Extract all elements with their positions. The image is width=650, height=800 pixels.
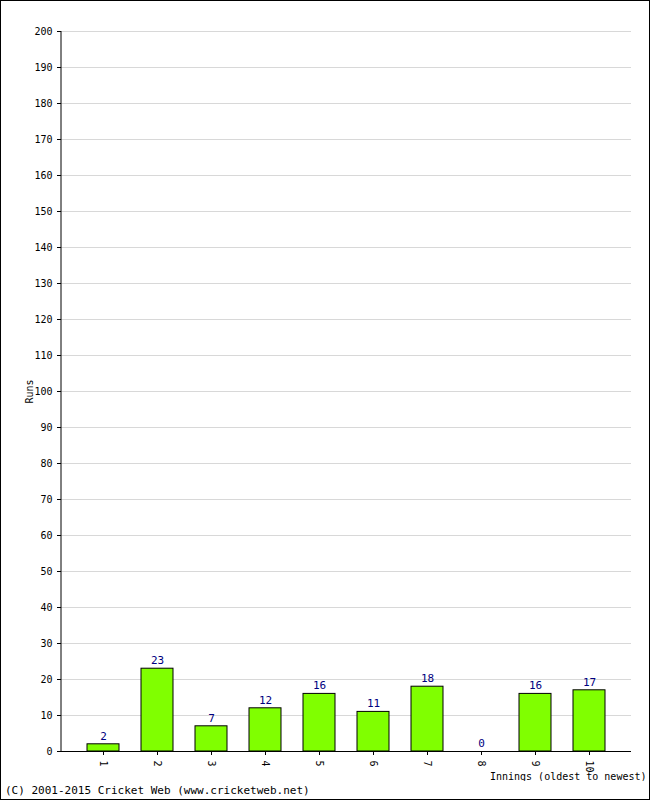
svg-text:10: 10 [584,760,596,773]
svg-text:180: 180 [34,98,52,109]
svg-text:2: 2 [152,761,163,767]
svg-text:200: 200 [34,26,52,37]
svg-text:20: 20 [40,674,52,685]
svg-text:17: 17 [583,676,596,689]
svg-text:100: 100 [34,386,52,397]
svg-text:16: 16 [529,679,542,692]
svg-text:3: 3 [206,761,217,767]
svg-text:1: 1 [98,761,109,767]
svg-text:60: 60 [40,530,52,541]
svg-text:10: 10 [40,710,52,721]
svg-text:23: 23 [151,654,164,667]
svg-text:150: 150 [34,206,52,217]
svg-text:Innings (oldest to newest): Innings (oldest to newest) [490,771,647,782]
svg-text:130: 130 [34,278,52,289]
svg-text:160: 160 [34,170,52,181]
svg-text:50: 50 [40,566,52,577]
svg-text:80: 80 [40,458,52,469]
svg-text:2: 2 [100,730,107,743]
svg-text:0: 0 [46,746,52,757]
svg-text:90: 90 [40,422,52,433]
svg-text:6: 6 [368,761,379,767]
svg-text:40: 40 [40,602,52,613]
svg-text:18: 18 [421,672,434,685]
svg-text:9: 9 [530,761,541,767]
svg-text:170: 170 [34,134,52,145]
svg-text:16: 16 [313,679,326,692]
svg-text:140: 140 [34,242,52,253]
svg-text:12: 12 [259,694,272,707]
svg-text:7: 7 [208,712,215,725]
svg-text:30: 30 [40,638,52,649]
svg-text:120: 120 [34,314,52,325]
svg-text:70: 70 [40,494,52,505]
svg-text:11: 11 [367,697,380,710]
svg-text:8: 8 [476,761,487,767]
svg-text:110: 110 [34,350,52,361]
svg-text:0: 0 [478,737,485,750]
svg-text:5: 5 [314,761,325,767]
svg-text:Runs: Runs [24,379,35,403]
svg-text:190: 190 [34,62,52,73]
html-text:(C) 2001-2015 Cricket Web (www: (C) 2001-2015 Cricket Web (www.cricketwe… [5,784,310,797]
svg-text:7: 7 [422,761,433,767]
svg-text:4: 4 [260,761,271,767]
